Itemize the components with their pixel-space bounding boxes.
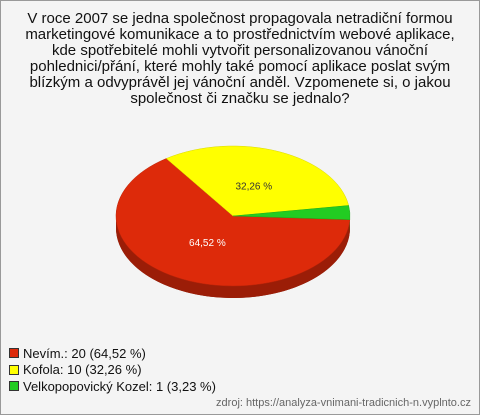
slice-wall (116, 216, 350, 298)
source: zdroj: https://analyza-vnimani-tradicnic… (216, 397, 471, 409)
legend-label: Nevím.: 20 (64,52 %) (23, 345, 146, 361)
legend-label: Kofola: 10 (32,26 %) (23, 362, 142, 378)
legend-swatch (9, 381, 19, 392)
legend-item: Kofola: 10 (32,26 %) (9, 362, 216, 379)
data-label: 32,26 % (235, 182, 272, 193)
legend-label: Velkopopovický Kozel: 1 (3,23 %) (23, 378, 216, 394)
slice (115, 158, 351, 287)
chart-title: V roce 2007 se jedna společnost propagov… (25, 10, 455, 107)
slice (165, 145, 349, 217)
legend-item: Nevím.: 20 (64,52 %) (9, 345, 216, 362)
data-label: 64,52 % (189, 238, 226, 249)
legend-swatch (9, 364, 19, 375)
legend-swatch (9, 348, 19, 359)
slice (232, 205, 351, 220)
legend: Nevím.: 20 (64,52 %) Kofola: 10 (32,26 %)… (9, 345, 216, 395)
legend-item: Velkopopovický Kozel: 1 (3,23 %) (9, 378, 216, 395)
